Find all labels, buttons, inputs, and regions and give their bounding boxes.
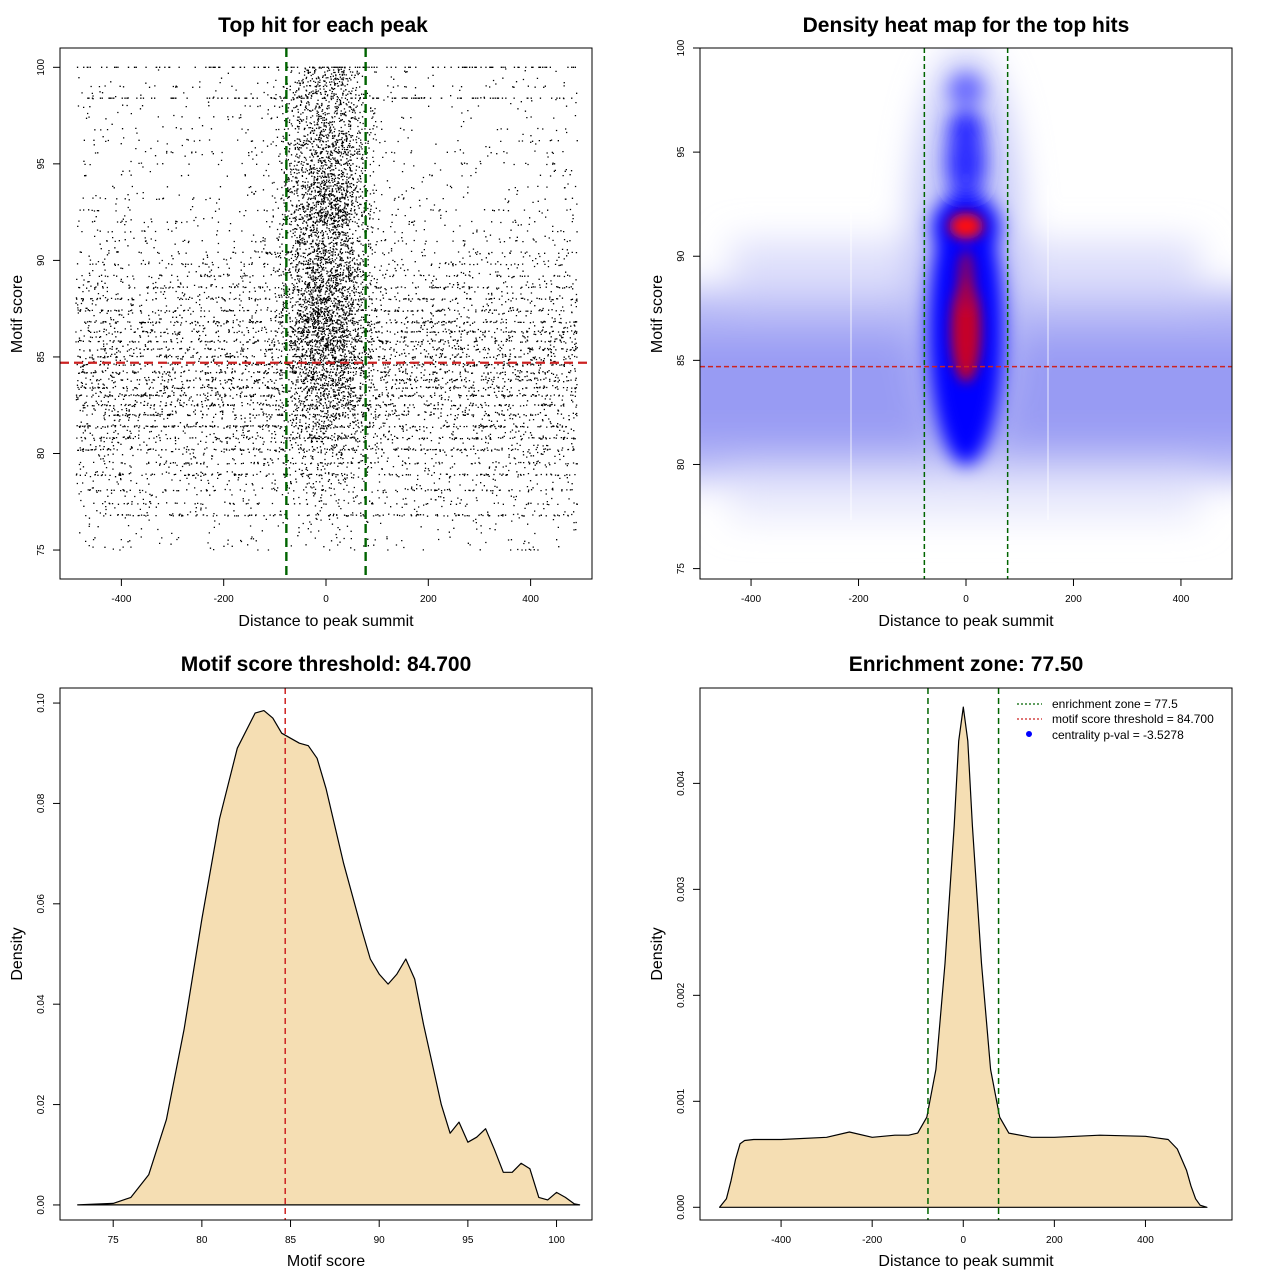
heatmap-panel: Density heat map for the top hits xyxy=(649,14,1233,630)
scatter-ytick-label: 85 xyxy=(36,351,47,363)
legend-enrichment-label: enrichment zone = 77.5 xyxy=(1052,697,1178,711)
heatmap-blob-2 xyxy=(949,111,983,145)
scatter-xtick-label: 200 xyxy=(420,594,437,605)
score-density-area xyxy=(77,710,581,1206)
scatter-xlabel: Distance to peak summit xyxy=(238,613,414,630)
distance-density-panel: Enrichment zone: 77.50 -400 -200 0 200 400 0.… xyxy=(649,653,1233,1270)
scatter-point-cloud xyxy=(75,66,578,551)
distance-density-ytick-label: 0.003 xyxy=(676,876,687,901)
scatter-ytick-label: 80 xyxy=(36,447,47,459)
score-density-ylabel: Density xyxy=(9,927,26,980)
scatter-xtick-label: 0 xyxy=(323,594,329,605)
heatmap-ylabel: Motif score xyxy=(649,275,666,353)
scatter-ytick-label: 75 xyxy=(36,544,47,556)
scatter-axis-ticks: -400 -200 0 200 400 75 80 85 90 95 100 xyxy=(36,59,539,605)
distance-density-xtick-label: -400 xyxy=(771,1235,791,1246)
legend-threshold-label: motif score threshold = 84.700 xyxy=(1052,712,1214,726)
distance-density-xtick-label: 0 xyxy=(960,1235,966,1246)
scatter-ytick-label: 95 xyxy=(36,158,47,170)
heatmap-hotspot-upper xyxy=(949,213,983,239)
score-density-xtick-label: 85 xyxy=(285,1235,297,1246)
distance-density-xtick-label: 200 xyxy=(1046,1235,1063,1246)
scatter-ytick-label: 90 xyxy=(36,254,47,266)
heatmap-high-density-layer xyxy=(949,213,983,382)
score-density-xtick-label: 75 xyxy=(108,1235,120,1246)
distance-density-reference-lines xyxy=(927,688,1000,1220)
scatter-panel: Top hit for each peak -400 -200 0 200 400 75 8… xyxy=(9,14,593,630)
score-density-title: Motif score threshold: 84.700 xyxy=(181,653,472,676)
distance-density-ytick-label: 0.002 xyxy=(676,982,687,1007)
distance-density-ytick-label: 0.004 xyxy=(676,770,687,795)
score-density-ytick-label: 0.02 xyxy=(36,1094,47,1114)
heatmap-reference-lines xyxy=(700,48,1232,579)
distance-density-xlabel: Distance to peak summit xyxy=(878,1253,1054,1270)
score-density-axis-ticks: 75 80 85 90 95 100 0.00 0.02 0.04 0.06 0.08 0.10 xyxy=(36,693,565,1246)
score-density-xlabel: Motif score xyxy=(287,1253,365,1270)
heatmap-ytick-label: 95 xyxy=(676,146,687,158)
scatter-ytick-label: 100 xyxy=(36,59,47,76)
distance-density-legend: enrichment zone = 77.5 motif score thres… xyxy=(1017,697,1214,742)
score-density-ytick-label: 0.10 xyxy=(36,693,47,713)
scatter-xtick-label: -400 xyxy=(111,594,131,605)
score-density-xtick-label: 80 xyxy=(196,1235,208,1246)
heatmap-ytick-label: 90 xyxy=(676,250,687,262)
scatter-xtick-label: -200 xyxy=(214,594,234,605)
distance-density-ytick-label: 0.001 xyxy=(676,1088,687,1113)
score-density-xtick-label: 90 xyxy=(374,1235,386,1246)
heatmap-axis-ticks: -400 -200 0 200 400 75 80 85 90 95 100 xyxy=(676,39,1190,605)
heatmap-xtick-label: 200 xyxy=(1065,594,1082,605)
heatmap-title: Density heat map for the top hits xyxy=(803,14,1130,37)
legend-pval-label: centrality p-val = -3.5278 xyxy=(1052,728,1184,742)
distance-density-xtick-label: 400 xyxy=(1137,1235,1154,1246)
score-density-panel: Motif score threshold: 84.700 75 80 85 90 95… xyxy=(9,653,593,1270)
heatmap-xtick-label: 0 xyxy=(963,594,969,605)
heatmap-top-blob xyxy=(949,73,983,107)
distance-density-xtick-label: -200 xyxy=(862,1235,882,1246)
heatmap-xlabel: Distance to peak summit xyxy=(878,613,1054,630)
heatmap-ytick-label: 100 xyxy=(676,39,687,56)
scatter-title: Top hit for each peak xyxy=(218,14,428,37)
heatmap-ytick-label: 80 xyxy=(676,458,687,470)
score-density-xtick-label: 100 xyxy=(548,1235,565,1246)
score-density-ytick-label: 0.00 xyxy=(36,1195,47,1215)
heatmap-blob-3 xyxy=(950,148,982,180)
heatmap-xtick-label: -200 xyxy=(849,594,869,605)
distance-density-title: Enrichment zone: 77.50 xyxy=(849,653,1084,676)
score-density-ytick-label: 0.04 xyxy=(36,994,47,1014)
heatmap-xtick-label: -400 xyxy=(741,594,761,605)
score-density-ytick-label: 0.06 xyxy=(36,894,47,914)
scatter-reference-lines xyxy=(60,48,592,579)
score-density-xtick-label: 95 xyxy=(462,1235,474,1246)
scatter-points xyxy=(75,66,578,551)
scatter-ylabel: Motif score xyxy=(9,275,26,353)
heatmap-hotspot-bridge xyxy=(957,250,975,310)
distance-density-ylabel: Density xyxy=(649,927,666,980)
scatter-xtick-label: 400 xyxy=(522,594,539,605)
distance-density-ytick-label: 0.000 xyxy=(676,1194,687,1219)
distance-density-axis-ticks: -400 -200 0 200 400 0.000 0.001 0.002 0.003 0.004 xyxy=(676,770,1154,1246)
heatmap-density-field xyxy=(700,48,1232,579)
heatmap-band-lower xyxy=(730,470,1200,520)
heatmap-ytick-label: 75 xyxy=(676,563,687,575)
heatmap-xtick-label: 400 xyxy=(1173,594,1190,605)
score-density-ytick-label: 0.08 xyxy=(36,793,47,813)
legend-pval-swatch xyxy=(1026,731,1032,737)
heatmap-hotspot-core xyxy=(951,278,981,382)
heatmap-ytick-label: 85 xyxy=(676,354,687,366)
distance-density-area xyxy=(719,706,1208,1208)
